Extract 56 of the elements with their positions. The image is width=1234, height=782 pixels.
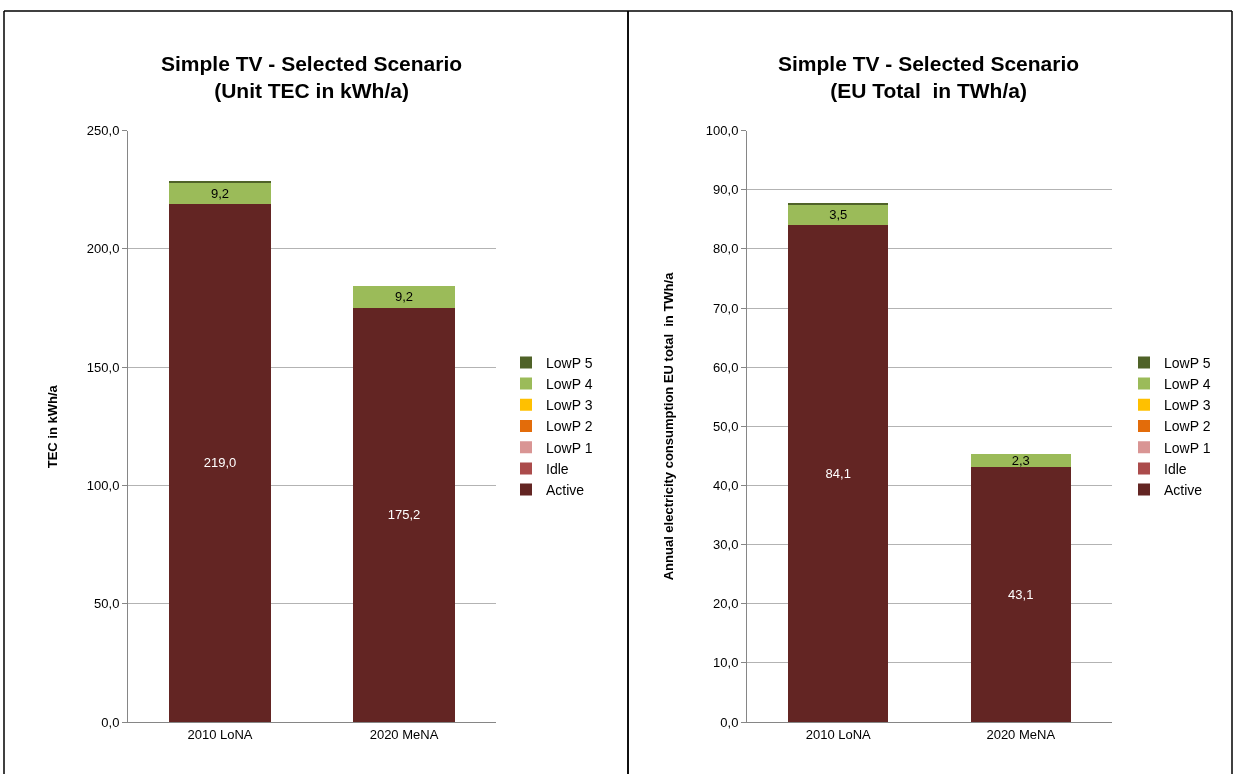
legend-label: LowP 5 [1164,354,1211,371]
y-tick-label: 40,0 [713,477,739,493]
x-tick-label: 2020 MeNA [986,726,1056,742]
chart-title: Simple TV - Selected Scenario (Unit TEC in kWh/a) [161,52,463,103]
legend-label: LowP 4 [546,376,593,393]
bar [788,202,889,205]
legend-label: Idle [546,460,569,477]
bar [169,203,271,723]
data-label: 175,2 [387,507,421,523]
bar [788,203,889,225]
legend-label: Active [546,482,585,499]
y-tick-label: 90,0 [713,182,739,198]
data-label: 43,1 [1008,587,1034,603]
y-tick-label: 250,0 [86,123,120,139]
y-axis-title: TEC in kWh/a [44,384,60,469]
legend-label: Idle [1164,460,1187,477]
legend-label: LowP 2 [1164,418,1211,435]
y-axis-title: Annual electricity consumption EU total in TWh/a [660,271,676,581]
y-tick-label: 150,0 [86,359,120,375]
data-label: 219,0 [203,455,237,471]
data-label: 3,5 [829,206,848,222]
y-tick-label: 30,0 [713,537,739,553]
x-tick-label: 2010 LoNA [187,726,253,742]
y-tick-label: 20,0 [713,596,739,612]
y-tick-label: 0,0 [101,714,120,730]
y-tick-label: 0,0 [720,714,739,730]
y-tick-label: 100,0 [86,477,120,493]
legend-label: LowP 3 [1164,397,1211,414]
y-tick-label: 60,0 [713,359,739,375]
y-tick-label: 80,0 [713,241,739,257]
y-tick-label: 10,0 [713,655,739,671]
chart-title: Simple TV - Selected Scenario (EU Total in TWh/a) [778,52,1080,103]
bar [970,467,1071,723]
y-tick-label: 200,0 [86,241,120,257]
bar [169,182,271,204]
bar [169,180,271,183]
data-label: 84,1 [825,465,851,481]
legend-label: LowP 3 [546,397,593,414]
x-tick-label: 2020 MeNA [369,726,439,742]
bar [788,224,889,723]
x-tick-label: 2010 LoNA [805,726,872,742]
data-label: 2,3 [1011,452,1030,468]
data-label: 9,2 [210,185,230,201]
legend-label: LowP 2 [546,418,593,435]
bar [353,285,455,308]
legend-label: LowP 5 [546,354,593,371]
data-label: 9,2 [394,289,414,305]
bar [353,307,455,723]
y-tick-label: 50,0 [713,418,739,434]
legend-label: Active [1164,482,1203,499]
legend-label: LowP 4 [1164,376,1211,393]
legend-label: LowP 1 [546,439,593,456]
legend-label: LowP 1 [1164,439,1211,456]
y-tick-label: 50,0 [94,596,120,612]
y-tick-label: 70,0 [713,300,739,316]
y-tick-label: 100,0 [705,123,739,139]
